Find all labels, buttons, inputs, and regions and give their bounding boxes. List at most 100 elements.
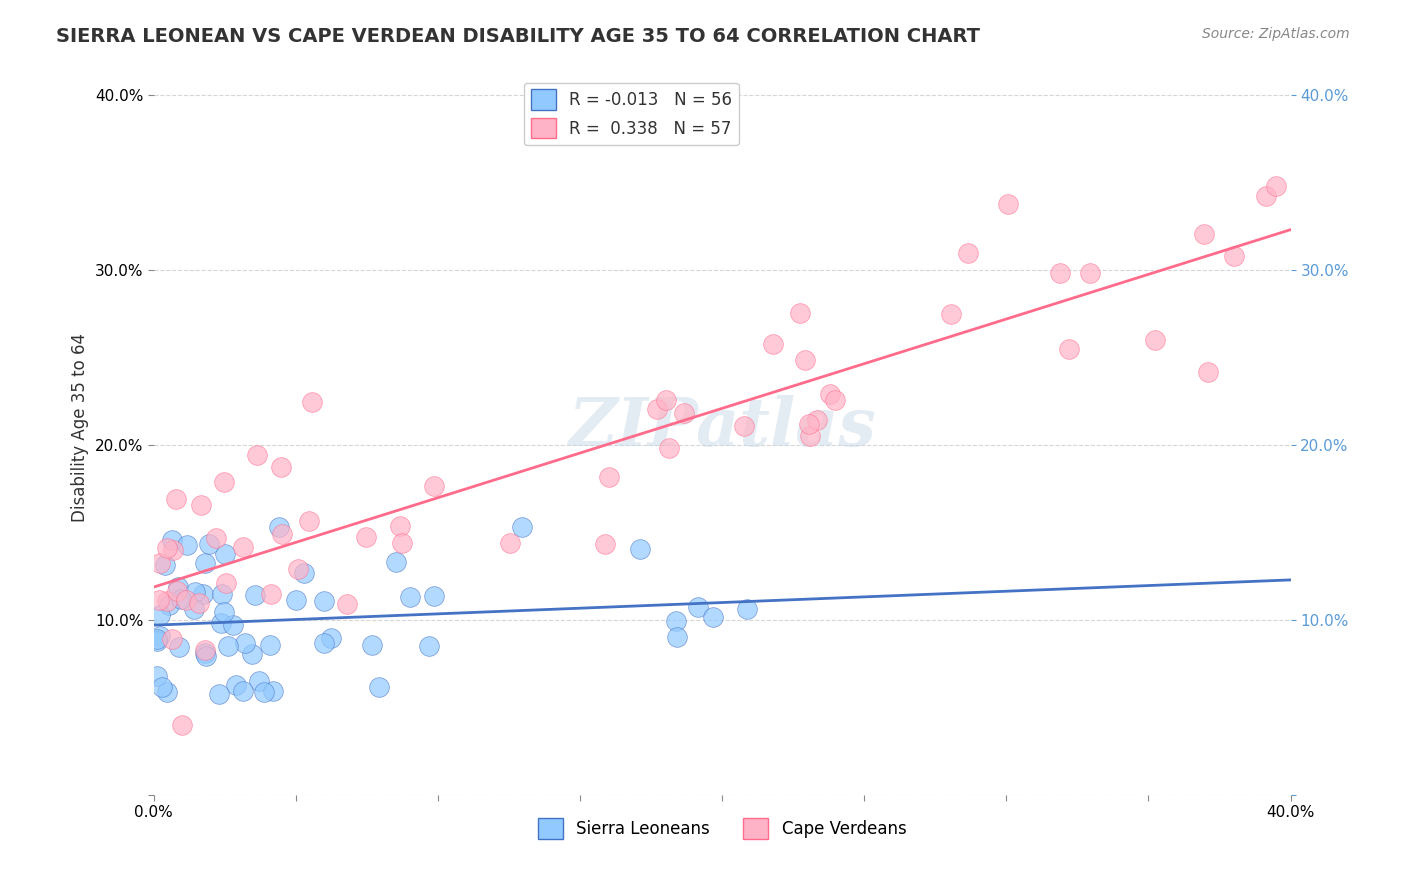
Point [422, 479, 444, 493]
Point [312, 594, 335, 608]
Point [194, 556, 217, 570]
Point [215, 575, 238, 590]
Point [287, 562, 309, 576]
Point [1078, 266, 1101, 280]
Point [212, 605, 235, 619]
Point [733, 419, 755, 434]
Point [702, 610, 724, 624]
Point [654, 393, 676, 408]
Point [160, 533, 183, 548]
Point [389, 519, 412, 533]
Point [1057, 342, 1080, 356]
Point [360, 638, 382, 652]
Text: Source: ZipAtlas.com: Source: ZipAtlas.com [1202, 27, 1350, 41]
Point [253, 685, 276, 699]
Point [1197, 365, 1219, 379]
Point [146, 632, 169, 646]
Point [391, 536, 413, 550]
Point [198, 537, 221, 551]
Point [184, 585, 207, 599]
Point [824, 392, 846, 407]
Point [176, 538, 198, 552]
Point [149, 557, 172, 571]
Point [162, 543, 184, 558]
Point [658, 441, 681, 455]
Point [153, 558, 176, 572]
Point [301, 395, 323, 409]
Point [593, 537, 616, 551]
Point [292, 566, 315, 580]
Point [298, 514, 321, 528]
Point [510, 520, 533, 534]
Point [384, 555, 406, 569]
Point [232, 541, 254, 555]
Point [194, 646, 217, 660]
Point [225, 677, 247, 691]
Point [336, 597, 359, 611]
Point [418, 639, 440, 653]
Point [149, 629, 172, 643]
Point [818, 387, 841, 401]
Point [148, 592, 170, 607]
Point [312, 636, 335, 650]
Point [157, 598, 180, 612]
Point [799, 429, 821, 443]
Point [1194, 227, 1216, 241]
Point [267, 520, 290, 534]
Point [270, 459, 292, 474]
Point [1222, 249, 1244, 263]
Point [762, 337, 785, 351]
Point [194, 642, 217, 657]
Point [212, 475, 235, 490]
Point [628, 541, 651, 556]
Point [598, 469, 620, 483]
Point [170, 592, 193, 607]
Point [166, 584, 188, 599]
Point [321, 631, 343, 645]
Point [156, 684, 179, 698]
Point [150, 680, 173, 694]
Point [247, 673, 270, 688]
Point [233, 636, 256, 650]
Point [170, 717, 193, 731]
Point [165, 491, 187, 506]
Point [155, 593, 177, 607]
Text: SIERRA LEONEAN VS CAPE VERDEAN DISABILITY AGE 35 TO 64 CORRELATION CHART: SIERRA LEONEAN VS CAPE VERDEAN DISABILIT… [56, 27, 980, 45]
Point [156, 541, 179, 556]
Point [941, 308, 963, 322]
Point [1254, 188, 1277, 202]
Point [673, 406, 696, 420]
Point [666, 630, 689, 644]
Point [145, 633, 167, 648]
Point [245, 588, 267, 602]
Point [806, 413, 828, 427]
Point [209, 616, 232, 631]
Point [195, 649, 218, 664]
Point [217, 639, 239, 653]
Point [793, 353, 815, 368]
Point [737, 601, 759, 615]
Point [246, 448, 269, 462]
Text: ZIPatlas: ZIPatlas [568, 394, 876, 459]
Point [222, 618, 245, 632]
Point [191, 587, 214, 601]
Point [183, 601, 205, 615]
Point [285, 592, 308, 607]
Point [797, 417, 820, 431]
Point [187, 595, 209, 609]
Point [271, 527, 294, 541]
Point [145, 668, 167, 682]
Point [167, 580, 190, 594]
Y-axis label: Disability Age 35 to 64: Disability Age 35 to 64 [72, 333, 89, 522]
Point [789, 305, 811, 319]
Point [499, 536, 522, 550]
Point [190, 499, 212, 513]
Point [665, 615, 688, 629]
Point [1143, 333, 1166, 347]
Point [422, 589, 444, 603]
Point [160, 632, 183, 646]
Point [1265, 178, 1288, 193]
Point [167, 640, 190, 655]
Point [686, 600, 709, 615]
Point [240, 648, 263, 662]
